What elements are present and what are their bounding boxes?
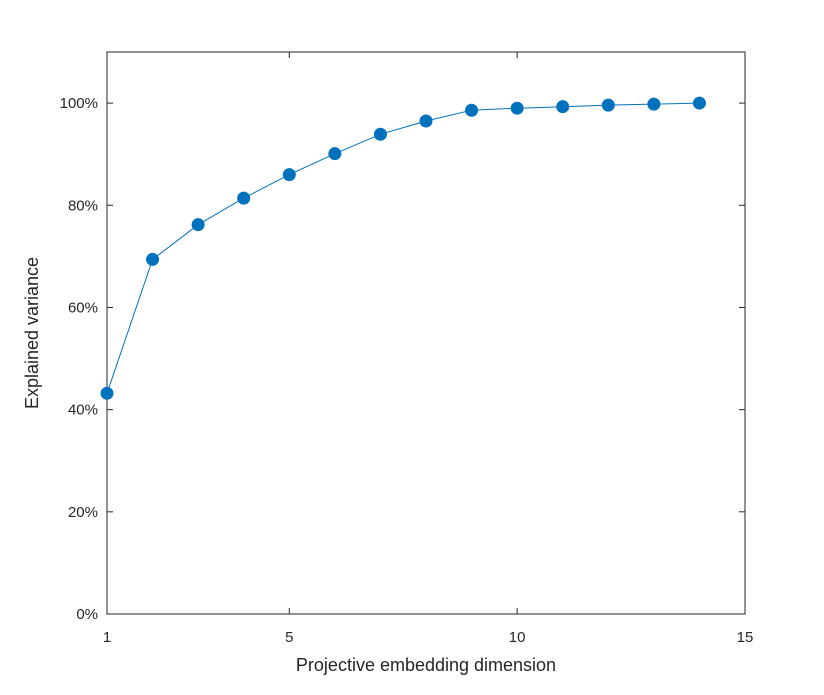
series-line <box>106 102 700 394</box>
data-point <box>191 218 205 232</box>
data-point <box>328 147 342 161</box>
plot-area: 1 5 10 150%20%40%60%80%100% <box>60 51 754 646</box>
x-tick-label: 15 <box>737 629 754 646</box>
data-point <box>100 386 114 400</box>
y-axis-title: Explained variance <box>22 257 42 409</box>
x-axis-title: Projective embedding dimension <box>296 655 556 675</box>
y-tick-label: 20% <box>68 504 98 521</box>
y-tick-label: 100% <box>60 95 98 112</box>
y-tick-label: 60% <box>68 299 98 316</box>
data-point <box>146 252 160 266</box>
data-point <box>282 168 296 182</box>
data-point <box>556 100 570 114</box>
axes-box <box>106 51 746 615</box>
x-tick-label: 10 <box>509 629 526 646</box>
data-point <box>601 98 615 112</box>
y-tick-label: 40% <box>68 402 98 419</box>
y-tick-label: 0% <box>76 606 98 623</box>
data-point <box>647 97 661 111</box>
data-point <box>237 191 251 205</box>
data-point <box>510 101 524 115</box>
data-point <box>419 114 433 128</box>
x-tick-label: 1 <box>103 629 111 646</box>
data-point <box>465 103 479 117</box>
y-tick-label: 80% <box>68 197 98 214</box>
data-point <box>692 96 706 110</box>
data-point <box>373 127 387 141</box>
x-tick-label: 5 <box>285 629 293 646</box>
